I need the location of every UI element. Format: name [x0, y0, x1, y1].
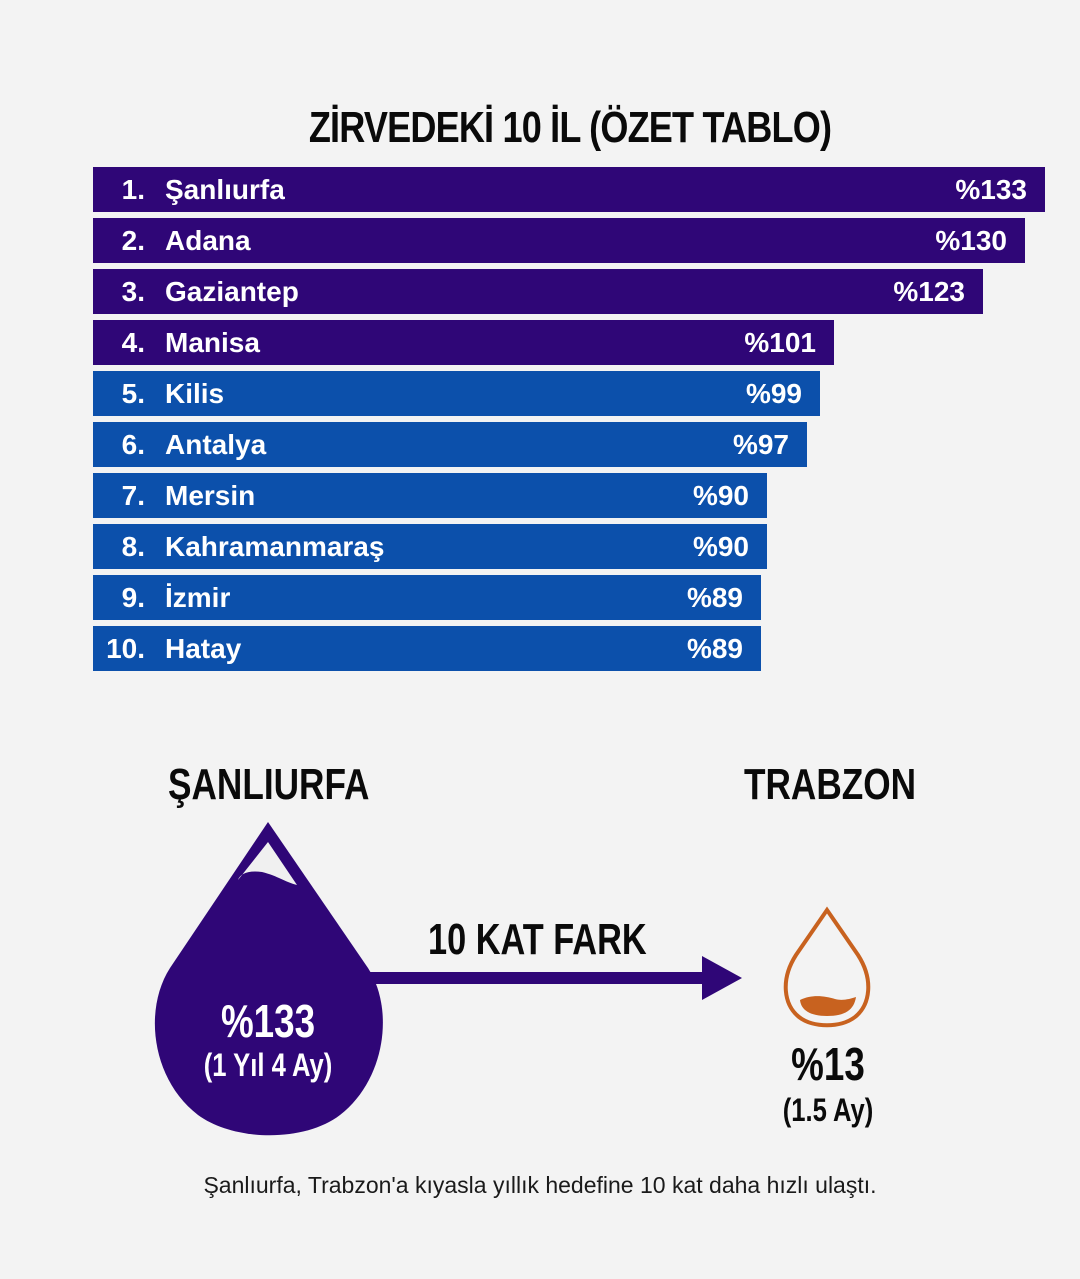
water-drop-full-icon — [154, 822, 383, 1136]
bar-city: Kilis — [165, 378, 225, 409]
bar-value: %123 — [893, 276, 965, 307]
bar-rank: 10. — [106, 633, 145, 664]
bar-city: Şanlıurfa — [165, 174, 285, 205]
bar-row: 1. Şanlıurfa %133 — [93, 167, 1045, 212]
bar-rank: 4. — [121, 327, 145, 358]
caption: Şanlıurfa, Trabzon'a kıyasla yıllık hede… — [203, 1172, 877, 1198]
bar-value: %101 — [744, 327, 816, 358]
bar-value: %89 — [686, 582, 743, 613]
page-title: ZİRVEDEKİ 10 İL (ÖZET TABLO) — [308, 103, 832, 152]
left-duration: (1 Yıl 4 Ay) — [203, 1047, 333, 1083]
bar-rank: 2. — [121, 225, 145, 256]
bar-row: 3. Gaziantep %123 — [93, 269, 983, 314]
bar-row: 2. Adana %130 — [93, 218, 1025, 263]
bar-value: %89 — [686, 633, 743, 664]
bar-rank: 6. — [121, 429, 145, 460]
bar-rank: 1. — [121, 174, 145, 205]
bar-row: 7. Mersin %90 — [93, 473, 767, 518]
bar-row: 6. Antalya %97 — [93, 422, 807, 467]
bar-value: %133 — [955, 174, 1027, 205]
bar-row: 8. Kahramanmaraş %90 — [93, 524, 767, 569]
bar-value: %99 — [745, 378, 802, 409]
bar-city: Hatay — [165, 633, 242, 664]
bar-rank: 3. — [121, 276, 145, 307]
bar-city: Antalya — [165, 429, 267, 460]
bar-city: Gaziantep — [165, 276, 299, 307]
bar-value: %90 — [692, 531, 749, 562]
bar-city: İzmir — [165, 582, 231, 613]
water-drop-low-icon — [783, 906, 871, 1028]
arrow-right-icon — [340, 956, 742, 1000]
bar-city: Manisa — [165, 327, 260, 358]
bar-value: %90 — [692, 480, 749, 511]
bar-city: Adana — [165, 225, 251, 256]
bar-rank: 7. — [121, 480, 145, 511]
bar-value: %130 — [935, 225, 1007, 256]
left-city-label: ŞANLIURFA — [168, 760, 370, 809]
bar-row: 10. Hatay %89 — [93, 626, 761, 671]
bar-value: %97 — [732, 429, 789, 460]
bar-row: 9. İzmir %89 — [93, 575, 761, 620]
arrow-label: 10 KAT FARK — [428, 915, 647, 964]
bar-row: 5. Kilis %99 — [93, 371, 820, 416]
bar-rank: 5. — [121, 378, 145, 409]
right-city-label: TRABZON — [744, 760, 917, 809]
bar-rank: 9. — [121, 582, 145, 613]
left-percent: %133 — [220, 995, 316, 1047]
right-percent: %13 — [791, 1038, 865, 1090]
right-duration: (1.5 Ay) — [782, 1092, 874, 1128]
bar-city: Mersin — [165, 480, 256, 511]
bar-rank: 8. — [121, 531, 145, 562]
bar-city: Kahramanmaraş — [165, 531, 385, 562]
bar-row: 4. Manisa %101 — [93, 320, 834, 365]
